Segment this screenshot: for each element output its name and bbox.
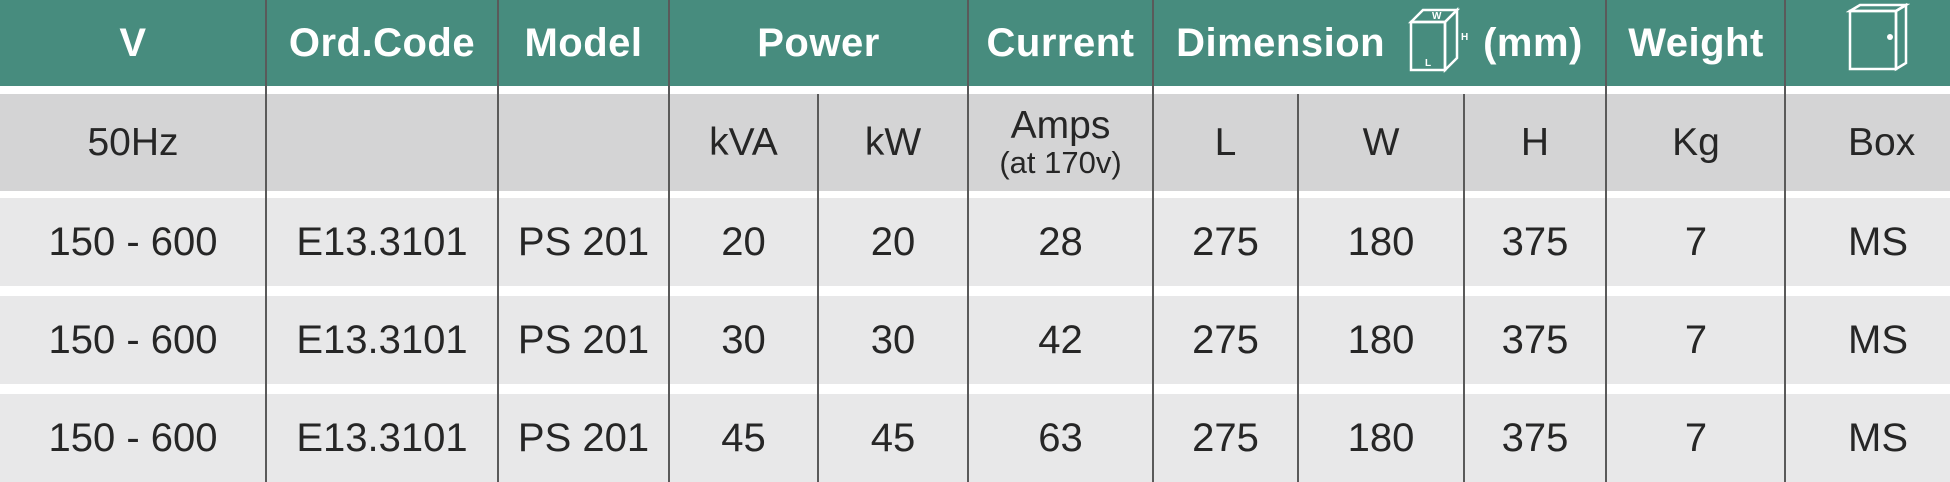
subheader-row: 50Hz kVA kW Amps (at 170v) L W H Kg Box — [0, 94, 1950, 191]
header-dimension-unit: (mm) — [1483, 20, 1583, 65]
cell-v: 150 - 600 — [48, 219, 218, 264]
cell-kg: 7 — [1684, 317, 1708, 362]
table-row: 150 - 600 E13.3101 PS 201 20 20 28 275 1… — [0, 198, 1950, 286]
column-divider — [668, 0, 670, 482]
cell-l: 275 — [1192, 317, 1259, 362]
sub-amps-label: Amps — [1010, 103, 1111, 147]
cell-v: 150 - 600 — [48, 415, 218, 460]
sub-model — [498, 94, 669, 191]
cell-kw: 45 — [870, 415, 916, 460]
sub-kw: kW — [864, 120, 922, 164]
header-dimension-label: Dimension — [1176, 20, 1386, 65]
cell-kva: 20 — [721, 219, 766, 264]
cell-model: PS 201 — [517, 219, 650, 264]
sub-kg: Kg — [1672, 120, 1720, 164]
column-divider — [1152, 0, 1154, 482]
sub-box: Box — [1848, 120, 1916, 164]
sub-kva: kVA — [709, 120, 778, 164]
header-ord-code: Ord.Code — [288, 20, 476, 65]
column-divider — [1297, 94, 1299, 482]
cell-w: 180 — [1347, 317, 1415, 362]
dim-icon-w: W — [1432, 11, 1442, 22]
cell-model: PS 201 — [517, 317, 650, 362]
header-box — [1786, 0, 1950, 86]
sub-w: W — [1362, 120, 1400, 164]
cell-ord-code: E13.3101 — [296, 219, 468, 264]
column-divider — [265, 0, 267, 482]
table-row: 150 - 600 E13.3101 PS 201 30 30 42 275 1… — [0, 296, 1950, 384]
cell-v: 150 - 600 — [48, 317, 218, 362]
column-divider — [967, 0, 969, 482]
cell-amps: 28 — [1038, 219, 1083, 264]
header-weight: Weight — [1628, 20, 1764, 65]
sub-ord-code — [266, 94, 498, 191]
table-row: 150 - 600 E13.3101 PS 201 45 45 63 275 1… — [0, 394, 1950, 482]
cell-box: MS — [1848, 415, 1908, 460]
column-divider — [817, 94, 819, 482]
cell-kw: 30 — [870, 317, 916, 362]
column-divider — [1605, 0, 1607, 482]
sub-v: 50Hz — [87, 120, 179, 164]
cell-box: MS — [1848, 219, 1908, 264]
enclosure-box-icon — [1845, 2, 1911, 83]
header-v: V — [119, 20, 147, 65]
cell-ord-code: E13.3101 — [296, 415, 468, 460]
cell-kg: 7 — [1684, 219, 1708, 264]
cell-amps: 63 — [1038, 415, 1083, 460]
cell-model: PS 201 — [517, 415, 650, 460]
header-power: Power — [757, 20, 880, 65]
cell-h: 375 — [1501, 415, 1569, 460]
sub-amps: Amps (at 170v) — [968, 94, 1153, 191]
cell-kva: 45 — [721, 415, 766, 460]
column-divider — [1463, 94, 1465, 482]
box-dimension-icon: W H L — [1405, 2, 1473, 84]
cell-h: 375 — [1501, 219, 1569, 264]
sub-amps-note: (at 170v) — [999, 144, 1122, 180]
cell-w: 180 — [1347, 219, 1415, 264]
cell-ord-code: E13.3101 — [296, 317, 468, 362]
cell-kva: 30 — [721, 317, 766, 362]
sub-h: H — [1520, 120, 1550, 164]
dim-icon-l: L — [1425, 58, 1432, 69]
sub-l: L — [1214, 120, 1237, 164]
header-dimension: Dimension W H L (mm) — [1153, 0, 1606, 86]
cell-l: 275 — [1192, 219, 1259, 264]
header-current: Current — [986, 20, 1135, 65]
cell-kw: 20 — [870, 219, 916, 264]
cell-h: 375 — [1501, 317, 1569, 362]
column-divider — [497, 0, 499, 482]
cell-amps: 42 — [1038, 317, 1083, 362]
cell-kg: 7 — [1684, 415, 1708, 460]
column-divider — [1784, 0, 1786, 482]
dim-icon-h: H — [1461, 32, 1469, 43]
cell-w: 180 — [1347, 415, 1415, 460]
cell-box: MS — [1848, 317, 1908, 362]
header-model: Model — [524, 20, 643, 65]
header-row: V Ord.Code Model Power Current Dimension… — [0, 0, 1950, 86]
cell-l: 275 — [1192, 415, 1259, 460]
